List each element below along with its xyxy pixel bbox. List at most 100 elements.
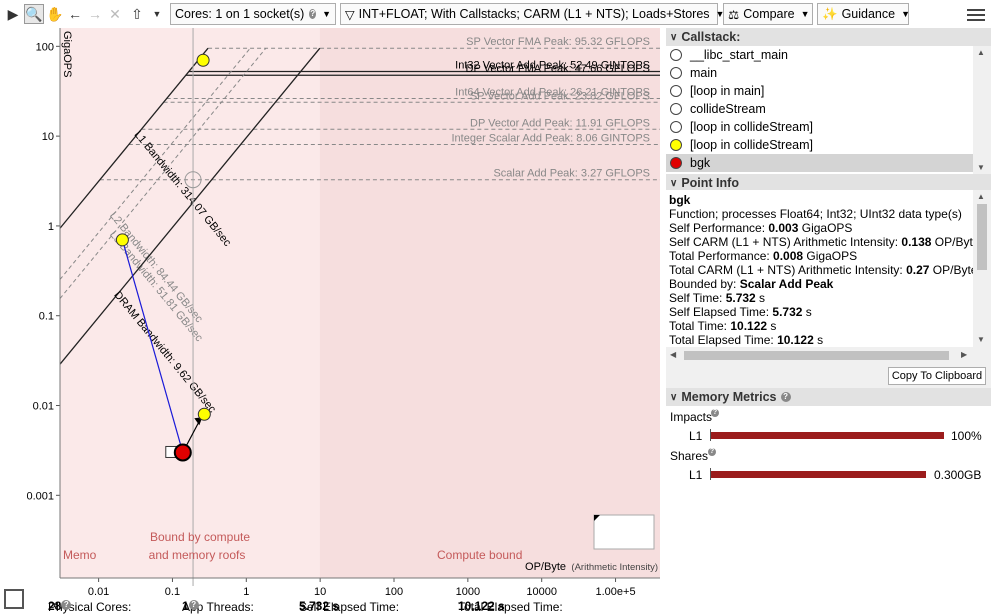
cores-dropdown[interactable]: Cores: 1 on 1 socket(s) ? ▼ xyxy=(170,3,336,25)
shares-bar-tick xyxy=(710,468,711,480)
callstack-item-marker-icon xyxy=(670,139,682,151)
memory-roof-line[interactable] xyxy=(59,47,209,229)
filter-icon: ▽ xyxy=(345,7,355,22)
filter-dropdown[interactable]: ▽ INT+FLOAT; With Callstacks; CARM (L1 +… xyxy=(340,3,724,25)
callstack-item-label: [loop in main] xyxy=(690,84,765,98)
callstack-item[interactable]: [loop in main] xyxy=(666,82,973,100)
zoom-icon[interactable]: 🔍 xyxy=(24,4,44,24)
scroll-right-icon[interactable]: ▶ xyxy=(961,350,968,359)
scroll-left-icon[interactable]: ◀ xyxy=(670,350,677,359)
pan-hand-icon[interactable]: ✋ xyxy=(46,5,64,22)
callstack-item-marker-icon xyxy=(670,49,682,61)
memory-metrics-title: Memory Metrics xyxy=(681,390,777,404)
chevron-down-icon: ▼ xyxy=(901,9,911,19)
total-time-unit: s xyxy=(767,319,777,333)
memory-roof-line[interactable] xyxy=(59,47,321,365)
x-tick-label: 1.00e+5 xyxy=(596,586,636,598)
roofline-chart[interactable]: SP Vector FMA Peak: 95.32 GFLOPS Int32 Ve… xyxy=(0,28,662,598)
compare-scales-icon: ⚖ xyxy=(728,7,740,22)
help-icon[interactable]: ? xyxy=(188,600,199,610)
total-elapsed-label: Total Elapsed Time: xyxy=(458,600,563,614)
guidance-dropdown[interactable]: ✨ Guidance ▼ xyxy=(817,3,911,25)
bounded-label: Bounded by: xyxy=(669,277,740,291)
total-perf-label: Total Performance: xyxy=(669,249,774,263)
help-icon[interactable]: ? xyxy=(61,600,72,610)
total-carm-value: 0.27 xyxy=(906,263,930,277)
compare-dropdown[interactable]: ⚖ Compare ▼ xyxy=(723,3,813,25)
point-info-scrollbar[interactable]: ▲ ▼ xyxy=(973,190,991,347)
roofline-svg[interactable]: SP Vector FMA Peak: 95.32 GFLOPS Int32 Ve… xyxy=(0,28,662,598)
minimap[interactable] xyxy=(593,514,655,550)
redo-icon[interactable]: → xyxy=(88,6,102,22)
y-tick-label: 0.1 xyxy=(39,311,54,323)
scroll-down-icon[interactable]: ▼ xyxy=(977,335,985,344)
memory-roof-line[interactable] xyxy=(59,47,267,299)
callstack-item-marker-icon xyxy=(670,67,682,79)
selected-point[interactable] xyxy=(173,443,192,462)
point-info-header[interactable]: ∨ Point Info xyxy=(666,174,991,192)
callstack-item[interactable]: main xyxy=(666,64,973,82)
expand-icon[interactable] xyxy=(4,589,24,609)
memory-metrics-header[interactable]: ∨ Memory Metrics ? xyxy=(666,388,991,406)
x-axis-label: OP/Byte xyxy=(525,561,566,573)
callstack-header[interactable]: ∨ Callstack: xyxy=(666,28,991,46)
scroll-down-icon[interactable]: ▼ xyxy=(977,163,985,172)
point-info-hscrollbar[interactable]: ◀ ▶ xyxy=(666,347,973,363)
compute-bound-region xyxy=(319,28,660,578)
mixed-bound-label: and memory roofs xyxy=(149,548,246,562)
help-icon[interactable]: ? xyxy=(309,9,317,19)
total-elapsed-value: 10.122 s xyxy=(458,599,505,613)
total-carm-unit: OP/Byte xyxy=(929,263,973,277)
impacts-key: L1 xyxy=(689,429,703,443)
total-perf-unit: GigaOPS xyxy=(803,249,858,263)
total-elapsed-info-value: 10.122 xyxy=(777,333,814,347)
select-pointer-icon[interactable]: ▶ xyxy=(7,5,19,22)
point-function: Function; processes Float64; Int32; UInt… xyxy=(669,207,962,221)
export-dropdown-chevron-icon[interactable]: ▼ xyxy=(152,9,162,19)
callstack-item[interactable]: bgk xyxy=(666,154,973,172)
self-perf-value: 0.003 xyxy=(768,221,799,235)
self-elapsed-info-label: Self Elapsed Time: xyxy=(669,305,773,319)
self-carm-unit: OP/Byte xyxy=(934,235,973,249)
help-icon[interactable]: ? xyxy=(708,448,716,456)
compute-roof-label: SP Vector FMA Peak: 95.32 GFLOPS xyxy=(466,36,650,48)
callstack-item-marker-icon xyxy=(670,157,682,169)
self-elapsed-info-value: 5.732 xyxy=(772,305,803,319)
scroll-up-icon[interactable]: ▲ xyxy=(977,192,985,201)
loop-point[interactable] xyxy=(115,233,129,247)
clear-icon[interactable]: ✕ xyxy=(109,5,121,22)
export-icon[interactable]: ⇧ xyxy=(131,5,143,22)
self-elapsed-info-unit: s xyxy=(802,305,812,319)
point-name: bgk xyxy=(669,193,691,207)
help-icon[interactable]: ? xyxy=(711,409,719,417)
toolbar: ▶ 🔍 ✋ ← → ✕ ⇧ ▼ Cores: 1 on 1 socket(s) … xyxy=(0,0,991,28)
scroll-up-icon[interactable]: ▲ xyxy=(977,48,985,57)
chevron-down-icon: ▼ xyxy=(800,9,810,19)
impacts-label: Impacts xyxy=(670,410,713,424)
copy-to-clipboard-button[interactable]: Copy To Clipboard xyxy=(888,367,986,385)
self-time-value: 5.732 xyxy=(725,291,756,305)
memory-roof-line[interactable] xyxy=(59,47,251,280)
undo-icon[interactable]: ← xyxy=(68,6,82,22)
loop-point[interactable] xyxy=(197,407,211,421)
x-tick-label: 1000 xyxy=(456,586,480,598)
total-time-label: Total Time: xyxy=(669,319,731,333)
callstack-scrollbar[interactable]: ▲ ▼ xyxy=(973,46,991,174)
y-tick-label: 10 xyxy=(42,131,54,143)
x-tick-label: 100 xyxy=(385,586,403,598)
menu-hamburger-icon[interactable] xyxy=(967,6,985,24)
loop-point[interactable] xyxy=(196,53,210,67)
callstack-item-label: __libc_start_main xyxy=(690,48,788,62)
help-icon[interactable]: ? xyxy=(780,392,791,402)
callstack-item[interactable]: [loop in collideStream] xyxy=(666,118,973,136)
y-tick-label: 100 xyxy=(36,41,54,53)
callstack-item[interactable]: __libc_start_main xyxy=(666,46,973,64)
chevron-down-icon: ∨ xyxy=(670,177,678,189)
callstack-item[interactable]: [loop in collideStream] xyxy=(666,136,973,154)
callstack-item[interactable]: collideStream xyxy=(666,100,973,118)
scroll-thumb[interactable] xyxy=(977,204,987,270)
self-carm-label: Self CARM (L1 + NTS) Arithmetic Intensit… xyxy=(669,235,902,249)
hscroll-thumb[interactable] xyxy=(684,351,949,360)
callstack-item-label: [loop in collideStream] xyxy=(690,138,813,152)
